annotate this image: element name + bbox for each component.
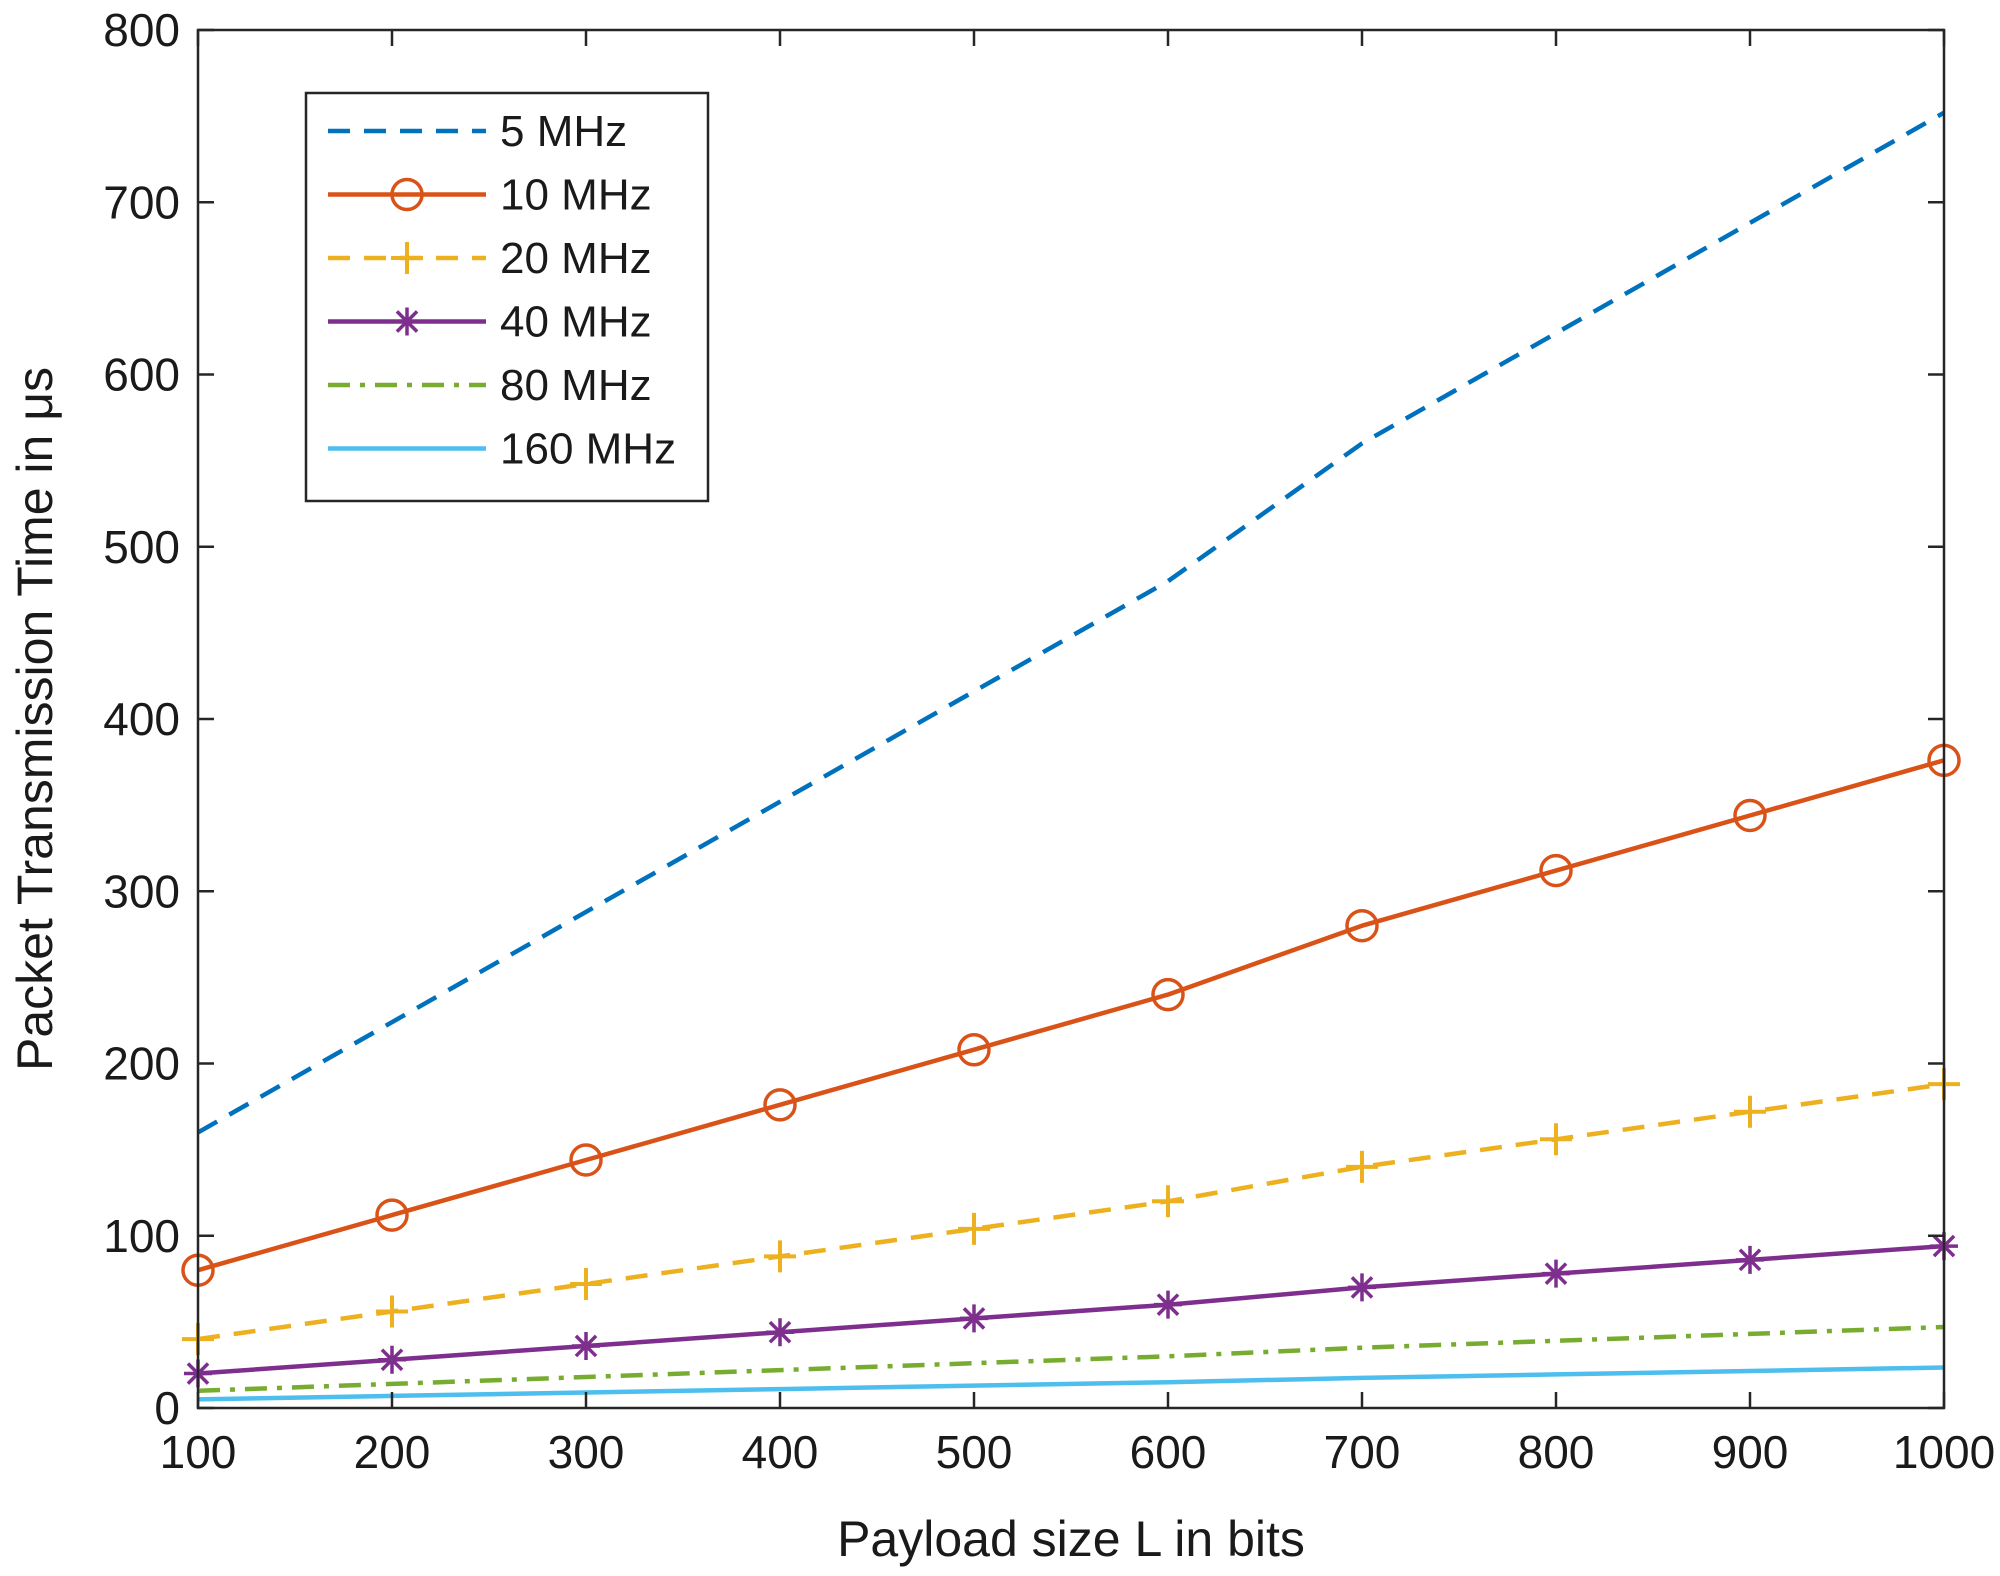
x-tick-label: 600: [1130, 1426, 1207, 1478]
legend-marker: [393, 307, 421, 336]
y-tick-label: 700: [103, 176, 180, 228]
data-point-marker: [378, 1345, 406, 1374]
data-point-marker: [570, 1267, 602, 1300]
series-layer: [181, 110, 1961, 1402]
data-point-marker: [376, 1295, 408, 1328]
legend-marker: [391, 242, 423, 274]
y-tick-label: 100: [103, 1210, 180, 1262]
y-tick-label: 300: [103, 865, 180, 917]
series-line: [196, 110, 1946, 1135]
y-tick-label: 400: [103, 693, 180, 745]
series-line: [197, 1365, 1945, 1402]
data-point-marker: [1539, 853, 1573, 888]
x-tick-label: 700: [1324, 1426, 1401, 1478]
data-point-marker: [1152, 1185, 1184, 1218]
y-axis-title: Packet Transmission Time in μs: [7, 367, 63, 1071]
legend-entry: 10 MHz: [328, 171, 652, 220]
data-point-marker: [1736, 1245, 1764, 1274]
data-point-marker: [764, 1240, 796, 1273]
x-tick-label: 900: [1712, 1426, 1789, 1478]
legend-entry: 80 MHz: [328, 361, 652, 410]
data-point-marker: [569, 1143, 603, 1177]
series-line: [197, 1324, 1945, 1394]
data-point-marker: [1542, 1259, 1570, 1288]
tick-layer: 100 200 300 400 500 600 700 800 900 1000010020030…: [103, 4, 1995, 1478]
legend-entry: 40 MHz: [328, 298, 652, 347]
x-tick-label: 400: [742, 1426, 819, 1478]
series-line: [197, 758, 1945, 1273]
data-point-marker: [1345, 908, 1379, 943]
data-point-marker: [1734, 1095, 1766, 1128]
legend: 5 MHz 10 MHz 20 MHz 40 MHz 80 MHz 160 MHz: [304, 91, 710, 503]
legend-label: 10 MHz: [500, 171, 652, 220]
series-line: [197, 1081, 1945, 1342]
x-tick-label: 300: [548, 1426, 625, 1478]
series-80-mhz: [197, 1324, 1945, 1394]
series-40-mhz: [184, 1232, 1958, 1388]
data-point-marker: [957, 1032, 991, 1067]
data-point-marker: [1540, 1123, 1572, 1156]
data-point-marker: [572, 1331, 600, 1360]
series-line: [197, 1243, 1945, 1376]
data-point-marker: [958, 1212, 990, 1245]
y-tick-label: 500: [103, 521, 180, 573]
data-point-marker: [960, 1304, 988, 1333]
data-point-marker: [1348, 1273, 1376, 1302]
data-point-marker: [1154, 1290, 1182, 1319]
x-axis-title: Payload size L in bits: [837, 1511, 1305, 1567]
legend-entry: 160 MHz: [328, 425, 676, 474]
legend-label: 20 MHz: [500, 234, 652, 283]
legend-box: [304, 91, 710, 503]
y-tick-label: 600: [103, 349, 180, 401]
series-160-mhz: [197, 1365, 1945, 1402]
y-tick-label: 0: [154, 1382, 180, 1434]
y-tick-label: 200: [103, 1038, 180, 1090]
legend-label: 5 MHz: [500, 107, 627, 156]
x-tick-label: 500: [936, 1426, 1013, 1478]
legend-label: 40 MHz: [500, 298, 652, 347]
x-tick-label: 200: [354, 1426, 431, 1478]
x-tick-label: 100: [160, 1426, 237, 1478]
x-tick-label: 800: [1518, 1426, 1595, 1478]
data-point-marker: [375, 1198, 409, 1232]
x-tick-label: 1000: [1893, 1426, 1995, 1478]
series-5-mhz: [196, 110, 1946, 1135]
data-point-marker: [1151, 977, 1185, 1012]
data-point-marker: [766, 1318, 794, 1347]
data-point-marker: [763, 1088, 797, 1122]
y-tick-label: 800: [103, 4, 180, 56]
legend-entry: 20 MHz: [328, 234, 652, 283]
legend-label: 80 MHz: [500, 361, 652, 410]
data-point-marker: [1346, 1150, 1378, 1183]
legend-marker: [390, 177, 424, 212]
data-point-marker: [1733, 798, 1767, 833]
legend-entry: 5 MHz: [328, 107, 627, 156]
legend-label: 160 MHz: [500, 425, 676, 474]
